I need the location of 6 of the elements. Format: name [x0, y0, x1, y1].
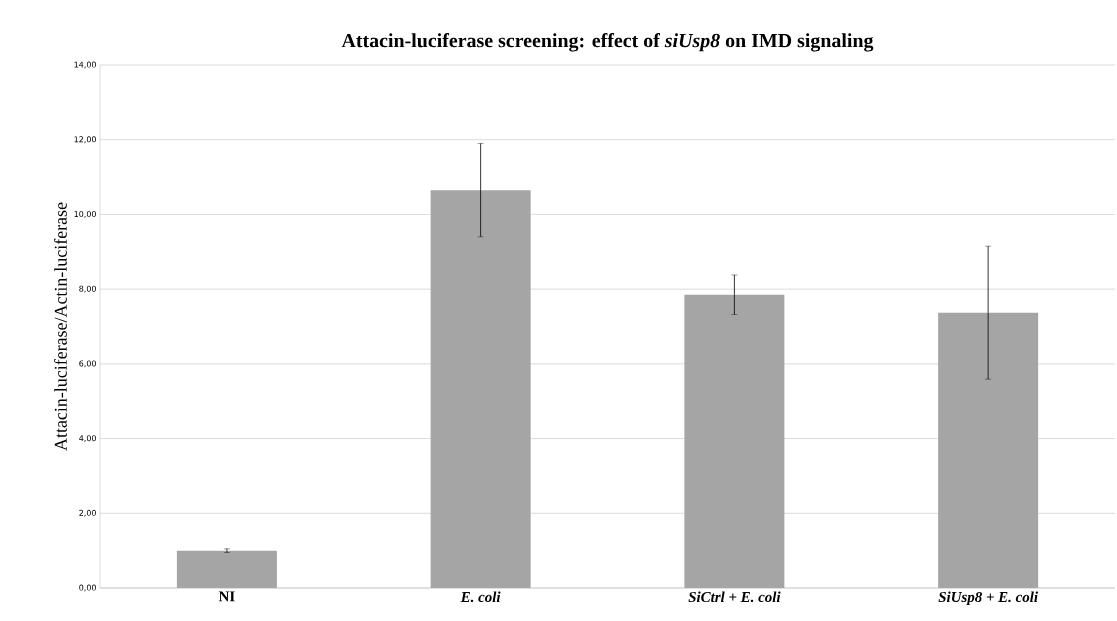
x-tick-label: E. coli [460, 591, 501, 603]
y-axis-title: Attacin-luciferase/Actin-luciferase [54, 202, 67, 451]
chart-title: Attacin-luciferase screening: effect of siUsp8 on IMD signaling [341, 33, 874, 52]
x-tick-label: NI [218, 591, 235, 602]
x-tick-label: SiCtrl + E. coli [688, 591, 781, 603]
x-tick-label: SiUsp8 + E. coli [938, 591, 1038, 606]
